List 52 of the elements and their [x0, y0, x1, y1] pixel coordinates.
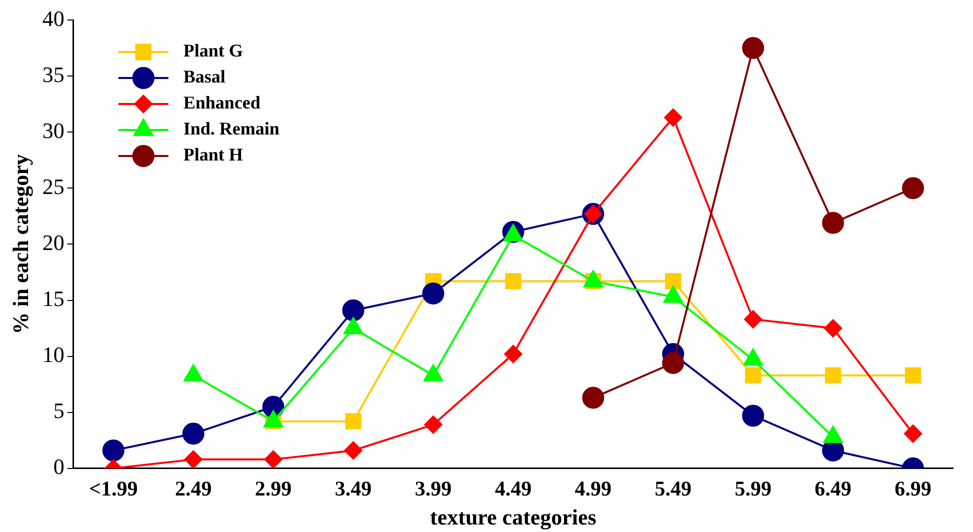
point [742, 404, 764, 427]
point [422, 282, 444, 305]
point [504, 345, 522, 364]
legend-label: Plant H [183, 144, 243, 165]
point [745, 367, 762, 384]
point [344, 441, 362, 460]
point [264, 450, 282, 468]
point [102, 439, 124, 462]
x-tick-label: 4.49 [494, 476, 532, 500]
x-tick-label: 2.49 [174, 476, 212, 500]
y-tick-label: 5 [53, 398, 64, 424]
y-tick-label: 20 [42, 230, 64, 255]
x-tick-label: 6.99 [894, 476, 932, 500]
point [424, 416, 442, 434]
x-axis-title: texture categories [430, 504, 597, 530]
point [665, 273, 682, 290]
point [505, 273, 522, 290]
y-tick-label: 25 [42, 174, 64, 199]
x-tick-label: 3.49 [334, 476, 372, 500]
x-tick-label: 3.99 [414, 476, 452, 500]
y-tick-label: 35 [42, 62, 64, 87]
x-tick-label: 6.49 [814, 476, 852, 500]
y-tick-label: 15 [42, 286, 64, 312]
point [664, 108, 682, 127]
y-tick-label: 10 [42, 342, 64, 368]
point [744, 310, 762, 328]
point [824, 367, 842, 384]
point [902, 177, 924, 200]
x-tick-label: <1.99 [89, 476, 138, 500]
point [342, 299, 364, 322]
x-tick-label: 5.99 [734, 476, 772, 500]
y-axis-title: % in each category [8, 154, 33, 334]
point [182, 422, 204, 445]
legend-label: Ind. Remain [183, 118, 280, 139]
legend-label: Enhanced [183, 92, 260, 113]
point [904, 424, 922, 443]
point [824, 319, 842, 338]
point [742, 37, 764, 60]
y-tick-label: 0 [53, 454, 64, 480]
x-tick-label: 5.49 [654, 476, 692, 500]
point [904, 367, 922, 384]
point [822, 212, 844, 234]
point [582, 386, 604, 409]
x-tick-label: 2.99 [254, 476, 292, 500]
y-tick-label: 30 [42, 118, 64, 143]
point [345, 413, 362, 430]
y-tick-label: 40 [42, 6, 64, 31]
legend-label: Plant G [183, 40, 243, 61]
x-tick-label: 4.99 [574, 476, 612, 500]
legend-label: Basal [183, 66, 226, 87]
point [184, 450, 202, 468]
point [662, 352, 684, 374]
